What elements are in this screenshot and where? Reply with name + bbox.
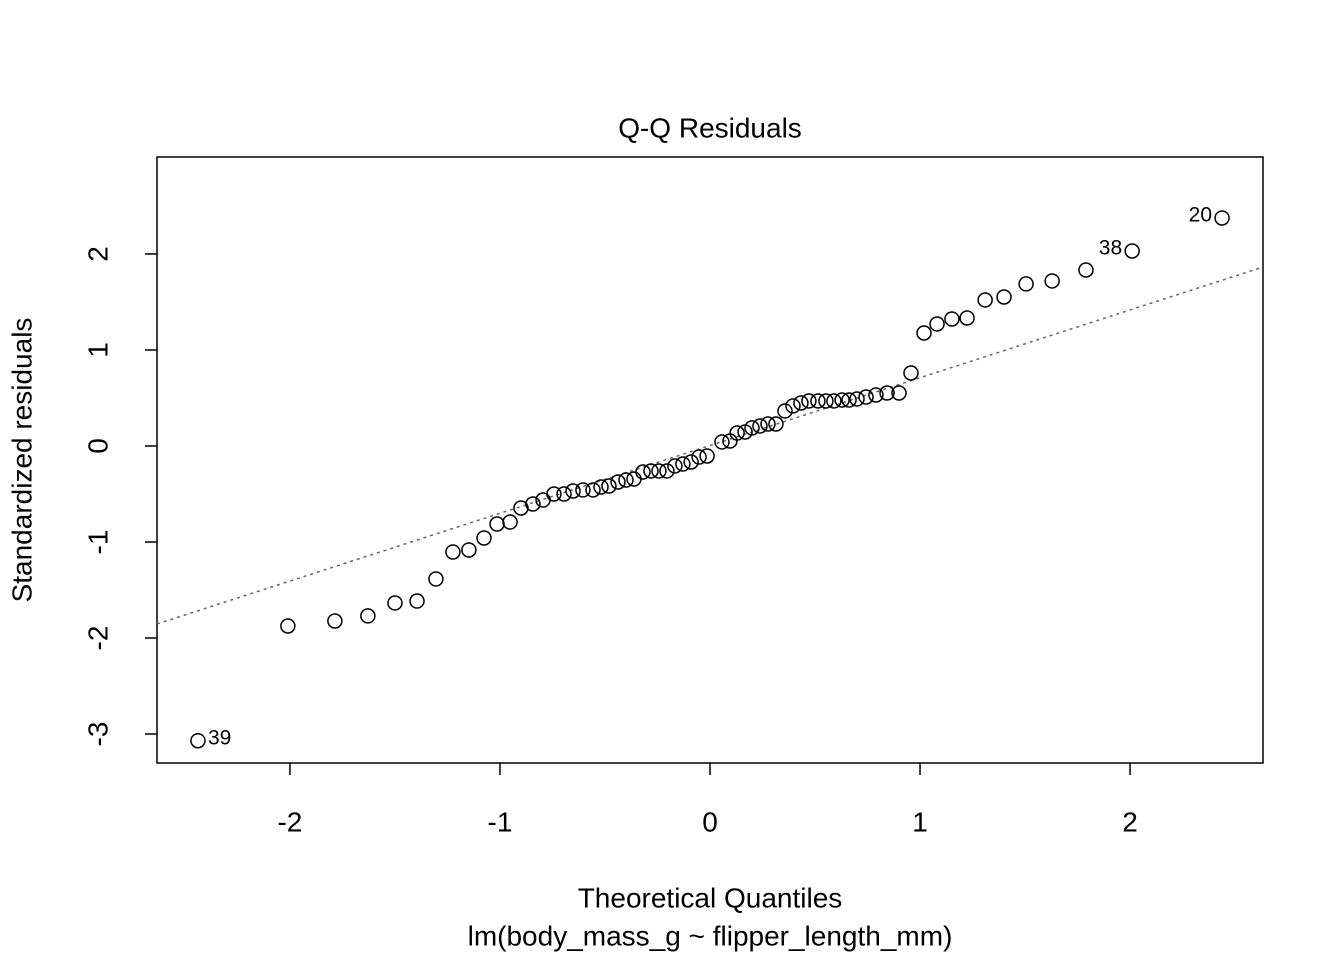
point <box>618 472 634 488</box>
point <box>849 391 865 407</box>
point <box>858 389 874 405</box>
point <box>575 482 591 498</box>
point <box>691 449 707 465</box>
point <box>360 608 376 624</box>
point <box>476 530 492 546</box>
point <box>996 289 1012 305</box>
point <box>461 542 477 558</box>
y-tick-label: -3 <box>82 722 113 747</box>
point <box>489 516 505 532</box>
point <box>714 434 730 450</box>
point <box>683 454 699 470</box>
point <box>667 458 683 474</box>
point <box>593 479 609 495</box>
point <box>445 544 461 560</box>
point <box>801 393 817 409</box>
point <box>1124 243 1140 259</box>
point <box>280 618 296 634</box>
point <box>1214 210 1230 226</box>
point <box>834 392 850 408</box>
point <box>546 486 562 502</box>
point <box>585 482 601 498</box>
point <box>777 403 793 419</box>
point <box>818 393 834 409</box>
reference-line <box>157 266 1263 625</box>
point <box>327 613 343 629</box>
point-label: 38 <box>1099 237 1122 260</box>
x-tick-label: 1 <box>912 806 928 837</box>
point <box>810 393 826 409</box>
y-tick-label: 1 <box>82 342 113 358</box>
point <box>944 311 960 327</box>
point <box>879 385 895 401</box>
x-axis-label: Theoretical Quantiles <box>578 882 843 913</box>
point <box>785 398 801 414</box>
point <box>959 310 975 326</box>
chart-title: Q-Q Residuals <box>618 112 802 143</box>
point <box>525 496 541 512</box>
point <box>601 478 617 494</box>
point <box>190 732 206 749</box>
point <box>610 474 626 490</box>
point <box>903 365 919 381</box>
y-tick-label: -2 <box>82 626 113 651</box>
point <box>768 416 784 432</box>
point <box>502 514 518 530</box>
y-tick-label: 0 <box>82 438 113 454</box>
point-label: 20 <box>1189 204 1212 227</box>
point <box>387 595 403 611</box>
subtitle: lm(body_mass_g ~ flipper_length_mm) <box>468 920 953 951</box>
point <box>699 448 715 464</box>
point <box>760 416 776 432</box>
point <box>793 395 809 411</box>
point <box>565 483 581 499</box>
point <box>651 463 667 479</box>
point <box>752 418 768 434</box>
point <box>977 292 993 308</box>
point <box>826 393 842 409</box>
point <box>659 463 675 479</box>
point <box>1044 273 1060 289</box>
point <box>868 387 884 403</box>
point <box>891 385 907 401</box>
point <box>675 456 691 472</box>
y-tick-label: 2 <box>82 246 113 262</box>
x-tick-label: -1 <box>488 806 513 837</box>
point <box>1018 276 1034 292</box>
point <box>643 463 659 479</box>
point-label: 39 <box>208 726 231 749</box>
point <box>635 464 651 480</box>
point <box>744 420 760 436</box>
point <box>556 486 572 502</box>
point <box>841 392 857 408</box>
point <box>409 593 425 609</box>
y-tick-label: -1 <box>82 530 113 555</box>
point <box>626 471 642 487</box>
x-tick-label: 2 <box>1122 806 1138 837</box>
x-tick-label: -2 <box>277 806 302 837</box>
point <box>729 425 745 441</box>
x-tick-label: 0 <box>702 806 718 837</box>
point <box>428 571 444 587</box>
point <box>929 316 945 332</box>
point <box>916 325 932 341</box>
plot-frame <box>156 156 1264 764</box>
point <box>1078 262 1094 278</box>
y-axis-label: Standardized residuals <box>6 318 37 603</box>
